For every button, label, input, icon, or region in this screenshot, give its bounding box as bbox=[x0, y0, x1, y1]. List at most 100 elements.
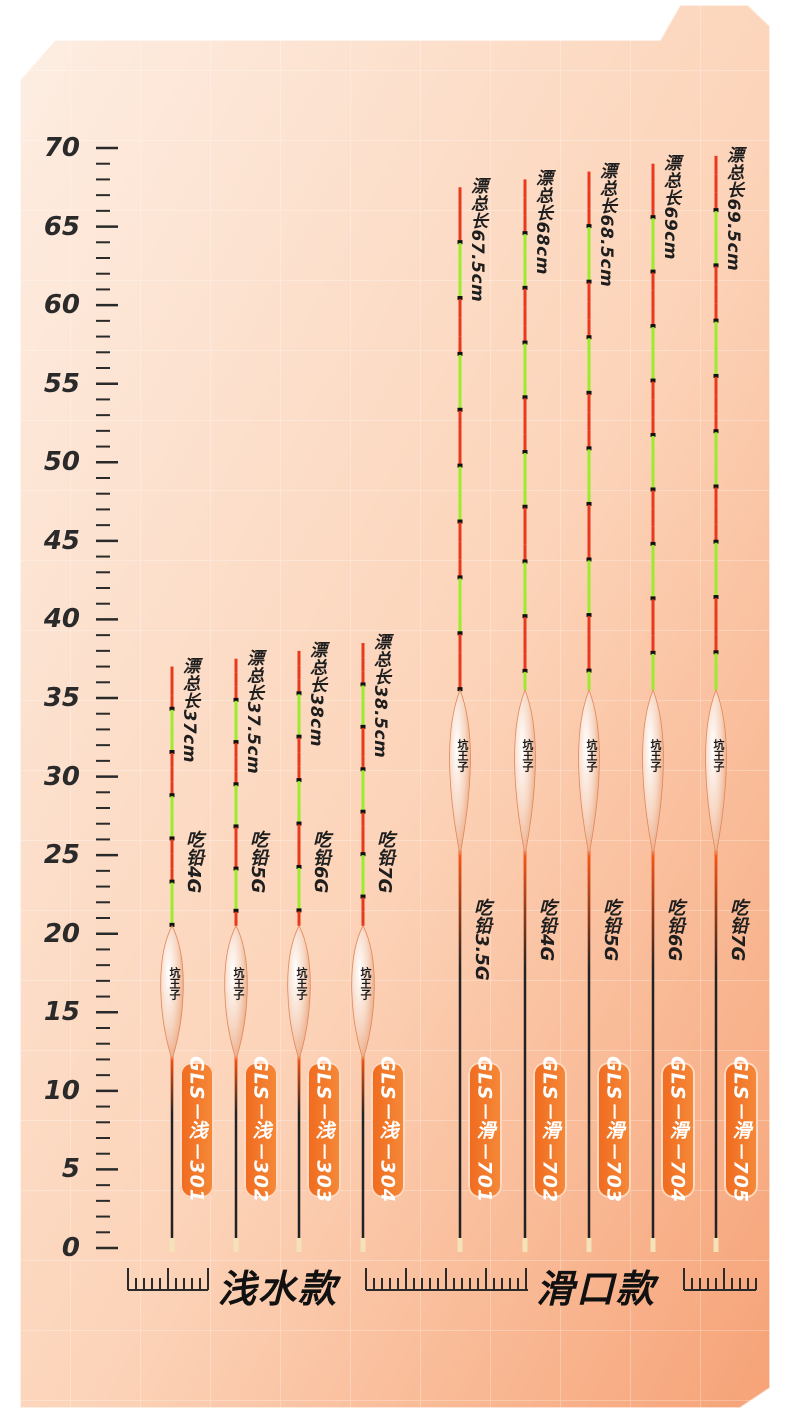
antenna-segment bbox=[523, 361, 527, 381]
antenna-marker bbox=[586, 446, 592, 451]
section-title-shallow: 浅水款 bbox=[218, 1267, 339, 1311]
antenna-marker bbox=[360, 894, 366, 899]
antenna-segment bbox=[361, 685, 365, 700]
total-length-label: 漂总长68cm bbox=[532, 169, 552, 276]
antenna-segment bbox=[587, 523, 591, 542]
antenna-marker bbox=[296, 691, 302, 696]
lead-label: 吃铅5G bbox=[247, 830, 268, 894]
tail-fade bbox=[651, 850, 655, 971]
antenna-segment bbox=[361, 643, 365, 658]
antenna-segment bbox=[297, 766, 301, 782]
ruler-label: 60 bbox=[43, 290, 80, 321]
antenna-segment bbox=[651, 345, 655, 364]
antenna-segment bbox=[234, 897, 238, 912]
antenna-segment bbox=[297, 723, 301, 738]
antenna-marker bbox=[522, 395, 528, 400]
antenna-marker bbox=[650, 596, 656, 601]
antenna-marker bbox=[650, 650, 656, 655]
antenna-segment bbox=[714, 524, 718, 543]
ruler-label: 70 bbox=[43, 133, 80, 163]
antenna-marker bbox=[296, 864, 302, 869]
float-body bbox=[578, 689, 600, 856]
antenna-segment bbox=[523, 179, 527, 198]
antenna-marker bbox=[713, 373, 719, 378]
float-body bbox=[642, 689, 664, 856]
antenna-segment bbox=[587, 430, 591, 450]
antenna-segment bbox=[587, 449, 591, 468]
antenna-segment bbox=[587, 227, 591, 246]
ruler-label: 55 bbox=[43, 368, 80, 399]
antenna-marker bbox=[650, 324, 656, 329]
antenna-segment bbox=[523, 471, 527, 490]
total-length-label: 漂总长38.5cm bbox=[370, 633, 390, 759]
antenna-marker bbox=[586, 224, 592, 229]
antenna-segment bbox=[523, 234, 527, 253]
antenna-marker bbox=[586, 668, 592, 673]
antenna-segment bbox=[587, 356, 591, 376]
tail-fade bbox=[458, 850, 462, 971]
antenna-marker bbox=[650, 215, 656, 220]
antenna-segment bbox=[361, 756, 365, 771]
antenna-segment bbox=[297, 708, 301, 724]
antenna-marker bbox=[713, 318, 719, 323]
antenna-marker bbox=[650, 487, 656, 492]
antenna-segment bbox=[651, 599, 655, 618]
model-badge: GLS－浅－301 bbox=[180, 1056, 214, 1204]
antenna-marker bbox=[522, 231, 528, 236]
antenna-segment bbox=[234, 883, 238, 898]
antenna-marker bbox=[360, 809, 366, 814]
antenna-segment bbox=[523, 525, 527, 545]
antenna-marker bbox=[233, 740, 239, 745]
antenna-segment bbox=[234, 827, 238, 842]
antenna-segment bbox=[297, 752, 301, 767]
tail-fade bbox=[587, 850, 591, 971]
antenna-segment bbox=[714, 634, 718, 654]
antenna-segment bbox=[523, 653, 527, 672]
floats bbox=[160, 155, 727, 1252]
ruler-label: 0 bbox=[61, 1233, 80, 1263]
antenna-segment bbox=[458, 317, 462, 337]
antenna-segment bbox=[170, 825, 174, 840]
model-badge: GLS－滑－704 bbox=[661, 1056, 695, 1204]
float-5 bbox=[449, 187, 471, 1252]
ruler-label: 10 bbox=[43, 1075, 80, 1106]
antenna-segment bbox=[297, 781, 301, 796]
antenna-segment bbox=[714, 321, 718, 341]
antenna-segment bbox=[651, 363, 655, 382]
antenna-marker bbox=[522, 614, 528, 619]
antenna-segment bbox=[361, 727, 365, 742]
float-7 bbox=[578, 171, 600, 1252]
foot-tip bbox=[713, 1238, 719, 1252]
antenna-segment bbox=[587, 171, 591, 191]
antenna-marker bbox=[586, 335, 592, 340]
ruler-label: 45 bbox=[43, 525, 80, 556]
antenna-segment bbox=[651, 236, 655, 255]
antenna-segment bbox=[361, 855, 365, 870]
antenna-segment bbox=[587, 264, 591, 283]
antenna-segment bbox=[651, 472, 655, 491]
antenna-segment bbox=[714, 469, 718, 488]
float-8 bbox=[642, 163, 664, 1252]
model-badge: GLS－滑－705 bbox=[724, 1056, 758, 1204]
antenna-segment bbox=[651, 526, 655, 545]
antenna-segment bbox=[651, 490, 655, 509]
lead-label: 吃铅7G bbox=[727, 898, 748, 962]
lead-label: 吃铅4G bbox=[536, 898, 557, 962]
antenna-marker bbox=[296, 778, 302, 783]
antenna-segment bbox=[361, 770, 365, 785]
antenna-segment bbox=[458, 243, 462, 262]
antenna-segment bbox=[587, 319, 591, 339]
antenna-segment bbox=[714, 432, 718, 451]
lead-label: 吃铅4G bbox=[183, 830, 204, 894]
antenna-marker bbox=[713, 484, 719, 489]
antenna-segment bbox=[651, 327, 655, 346]
antenna-segment bbox=[523, 307, 527, 326]
antenna-segment bbox=[234, 911, 238, 926]
float-3 bbox=[287, 650, 311, 1252]
antenna-segment bbox=[587, 375, 591, 394]
antenna-segment bbox=[651, 200, 655, 219]
model-number: GLS－浅－303 bbox=[312, 1056, 335, 1204]
antenna-segment bbox=[587, 541, 591, 561]
antenna-segment bbox=[651, 635, 655, 654]
